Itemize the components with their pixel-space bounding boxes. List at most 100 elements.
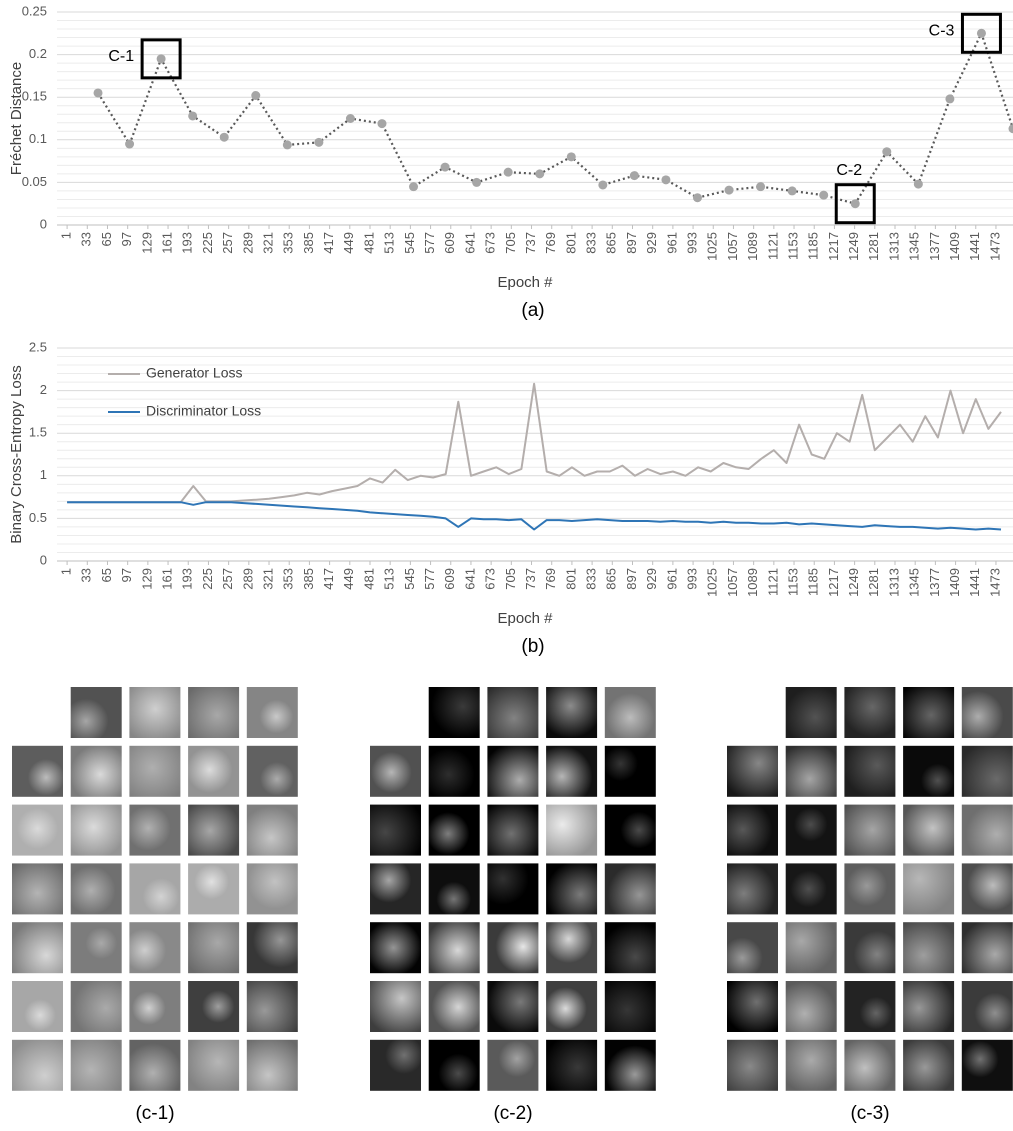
x-tick-label: 865 xyxy=(604,568,619,590)
x-tick-label: 449 xyxy=(341,568,356,590)
sample-tile xyxy=(727,922,778,974)
sample-tile xyxy=(546,804,598,856)
x-tick-label: 801 xyxy=(563,568,578,590)
x-tick-label: 257 xyxy=(220,568,235,590)
x-tick-label: 1025 xyxy=(705,232,720,261)
sample-tile xyxy=(727,981,778,1032)
y-tick-label: 1 xyxy=(40,467,47,482)
marker xyxy=(345,114,355,123)
x-tick-label: 1377 xyxy=(927,232,942,261)
sample-tile xyxy=(844,745,896,797)
x-tick-label: 545 xyxy=(402,232,417,254)
marker xyxy=(629,171,639,181)
sample-tile xyxy=(487,1039,539,1091)
sample-tile xyxy=(785,981,837,1032)
y-tick-label: 0.5 xyxy=(29,510,47,525)
sample-tile xyxy=(785,804,837,856)
sample-tile xyxy=(961,687,1013,738)
x-tick-label: 385 xyxy=(301,568,316,590)
marker xyxy=(440,162,450,172)
x-tick-label: 641 xyxy=(462,232,477,254)
y-tick-label: 0 xyxy=(40,216,47,231)
marker xyxy=(125,139,135,149)
sample-tile xyxy=(12,863,63,915)
sample-tile xyxy=(844,1039,896,1091)
annotation-label: C-3 xyxy=(929,23,955,40)
y-tick-label: 0.1 xyxy=(29,131,47,146)
sample-tile xyxy=(903,922,955,974)
sample-tile xyxy=(188,1039,240,1091)
sample-tile xyxy=(961,981,1013,1032)
x-tick-label: 1217 xyxy=(826,232,841,261)
sample-tile xyxy=(903,687,955,738)
x-tick-label: 449 xyxy=(341,232,356,254)
x-tick-label: 33 xyxy=(79,232,94,246)
x-tick-label: 993 xyxy=(685,232,700,254)
x-tick-label: 769 xyxy=(543,568,558,590)
marker xyxy=(882,147,892,157)
panel-caption: (c-2) xyxy=(493,1103,532,1124)
marker xyxy=(787,186,797,196)
sample-tile xyxy=(961,745,1013,797)
sample-tile xyxy=(546,687,598,738)
x-tick-label: 417 xyxy=(321,568,336,590)
marker xyxy=(566,152,576,162)
sample-tile xyxy=(188,804,240,856)
sample-tile xyxy=(129,804,181,856)
x-tick-label: 833 xyxy=(584,568,599,590)
sample-tile xyxy=(727,804,778,856)
x-tick-label: 1473 xyxy=(987,568,1002,597)
x-tick-label: 737 xyxy=(523,568,538,590)
x-tick-label: 353 xyxy=(281,232,296,254)
sample-tile xyxy=(727,863,778,915)
x-tick-label: 929 xyxy=(644,232,659,254)
sample-tile xyxy=(129,1039,181,1091)
sample-tile xyxy=(785,863,837,915)
x-tick-label: 1121 xyxy=(765,568,780,596)
sample-tile xyxy=(129,687,181,738)
x-tick-label: 609 xyxy=(442,232,457,254)
y-tick-label: 0 xyxy=(40,552,47,567)
sample-tile xyxy=(604,863,656,915)
y-tick-label: 0.2 xyxy=(29,46,47,61)
sample-tile xyxy=(961,804,1013,856)
sample-tile xyxy=(546,1039,598,1091)
sample-tile xyxy=(70,687,122,738)
x-tick-label: 1153 xyxy=(785,232,800,260)
x-tick-label: 289 xyxy=(240,232,255,254)
sample-tile xyxy=(546,745,598,797)
sample-tile xyxy=(487,863,539,915)
sample-tile xyxy=(370,922,421,974)
x-tick-label: 1089 xyxy=(745,232,760,261)
x-tick-label: 1441 xyxy=(967,568,982,597)
sample-tile xyxy=(727,1039,778,1091)
x-tick-label: 1281 xyxy=(866,568,881,597)
sample-tile xyxy=(188,745,240,797)
legend-label: Generator Loss xyxy=(146,365,243,381)
sample-tile xyxy=(604,922,656,974)
sample-tile xyxy=(903,804,955,856)
annotation-label: C-1 xyxy=(108,48,134,65)
sample-tile xyxy=(370,981,421,1032)
sample-tile xyxy=(428,804,480,856)
x-tick-label: 1153 xyxy=(785,568,800,596)
sample-tile xyxy=(246,922,298,974)
x-tick-label: 1 xyxy=(59,232,74,239)
marker xyxy=(409,182,419,192)
marker xyxy=(188,111,198,121)
x-tick-label: 577 xyxy=(422,568,437,590)
marker xyxy=(598,180,608,190)
sample-tile xyxy=(12,981,63,1032)
sample-tile xyxy=(188,687,240,738)
sample-tile xyxy=(188,922,240,974)
sample-tile xyxy=(428,863,480,915)
x-tick-label: 129 xyxy=(139,232,154,254)
sample-tile xyxy=(246,981,298,1032)
sample-tile xyxy=(961,922,1013,974)
x-tick-label: 1249 xyxy=(846,232,861,261)
marker xyxy=(661,175,671,185)
sample-tile xyxy=(844,804,896,856)
x-tick-label: 1281 xyxy=(866,232,881,261)
x-tick-label: 161 xyxy=(159,232,174,254)
x-tick-label: 897 xyxy=(624,232,639,254)
